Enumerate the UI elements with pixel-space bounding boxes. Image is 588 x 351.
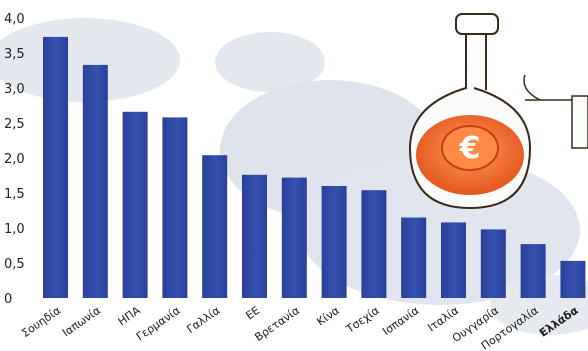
y-tick-label: 0 xyxy=(4,292,12,307)
svg-text:€: € xyxy=(459,131,481,166)
x-tick-label: Ιαπωνία xyxy=(60,304,103,340)
y-tick-label: 1,0 xyxy=(4,222,25,237)
bar xyxy=(242,174,267,298)
x-tick-label: Γερμανία xyxy=(134,304,183,344)
bar xyxy=(321,186,347,298)
bar xyxy=(560,260,586,298)
bar xyxy=(520,244,546,298)
bar xyxy=(281,177,307,298)
bar xyxy=(82,64,108,299)
y-tick-label: 2,5 xyxy=(4,117,25,132)
bar xyxy=(361,190,387,298)
y-tick-label: 2,0 xyxy=(4,152,25,167)
x-tick-label: Κίνα xyxy=(314,304,341,329)
y-tick-label: 3,5 xyxy=(4,47,25,62)
bar xyxy=(202,155,228,298)
y-tick-label: 4,0 xyxy=(4,12,25,27)
y-tick-label: 3,0 xyxy=(4,82,25,97)
bar xyxy=(441,222,466,298)
x-tick-label: Βρετανία xyxy=(252,304,302,344)
bar xyxy=(122,111,148,298)
bar xyxy=(480,229,506,298)
x-tick-label: ΗΠΑ xyxy=(116,304,144,329)
flask-with-euro-icon: € xyxy=(408,13,588,210)
x-tick-label: Σουηδία xyxy=(19,304,63,340)
x-tick-label: ΕΕ xyxy=(243,304,262,323)
y-tick-label: 1,5 xyxy=(4,187,25,202)
y-axis: 0 0,5 1,0 1,5 2,0 2,5 3,0 3,5 4,0 xyxy=(4,12,25,307)
y-tick-label: 0,5 xyxy=(4,257,25,272)
bars xyxy=(43,36,586,299)
bar xyxy=(43,36,68,299)
x-tick-label: Ισπανία xyxy=(380,304,421,338)
bar xyxy=(401,217,427,298)
x-tick-label: Τσεχία xyxy=(343,304,382,336)
x-tick-label: Γαλλία xyxy=(184,304,222,336)
bar xyxy=(162,117,188,299)
